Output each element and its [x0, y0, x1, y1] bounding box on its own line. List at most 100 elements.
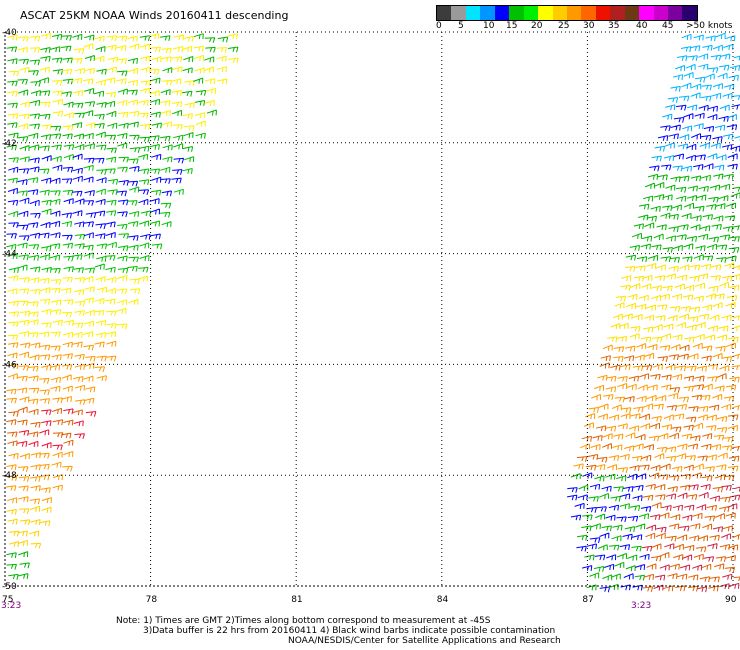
wind-barb [672, 504, 684, 511]
wind-barb [39, 66, 50, 73]
wind-barb [714, 293, 725, 300]
wind-barb [50, 46, 61, 53]
wind-barb [718, 195, 729, 202]
wind-barb [706, 414, 717, 421]
wind-barb [677, 534, 688, 541]
wind-barb [692, 564, 703, 571]
wind-barb [161, 190, 172, 197]
wind-barb [17, 136, 29, 142]
wind-barb [127, 265, 138, 272]
wind-barb [722, 275, 733, 282]
wind-barb [216, 55, 227, 62]
wind-barb [41, 245, 52, 252]
wind-barb [40, 287, 51, 294]
wind-barb [50, 287, 61, 294]
wind-barb [636, 343, 647, 350]
wind-barb [29, 35, 41, 42]
scale-label: 0 [436, 21, 442, 31]
wind-barb [689, 275, 700, 282]
wind-barb [96, 243, 108, 250]
wind-barb [604, 563, 615, 570]
wind-barb [93, 310, 105, 316]
scale-color-1 [451, 6, 466, 20]
wind-barb [721, 356, 732, 363]
wind-barb [139, 35, 151, 42]
wind-barb [700, 174, 711, 181]
wind-barb [660, 212, 671, 219]
wind-barb [591, 394, 601, 401]
wind-barb [41, 497, 52, 504]
wind-barb [663, 414, 674, 421]
wind-barb [683, 375, 695, 382]
wind-barb [138, 189, 150, 196]
wind-barb [610, 323, 621, 330]
wind-barb [623, 486, 634, 493]
wind-barb [710, 142, 721, 149]
wind-barb [632, 314, 643, 321]
wind-barb [39, 474, 50, 481]
scale-label: 25 [558, 21, 570, 31]
wind-barb [194, 54, 205, 61]
wind-barb [713, 434, 725, 441]
wind-barb [72, 58, 83, 64]
wind-barb [160, 100, 171, 107]
wind-barb [63, 266, 74, 273]
wind-barb [194, 112, 205, 119]
wind-barb [17, 264, 28, 271]
wind-barb [18, 485, 29, 492]
wind-barb [8, 530, 20, 537]
wind-barb [624, 526, 636, 532]
pass-time-right: 3:23 [631, 601, 652, 611]
wind-barb [182, 67, 193, 74]
wind-barb [117, 35, 128, 42]
wind-barb [708, 196, 719, 203]
wind-barb [714, 164, 725, 171]
wind-barb [717, 452, 728, 459]
wind-barb [138, 112, 149, 119]
wind-barb [622, 533, 633, 540]
scale-color-17 [682, 6, 697, 20]
wind-barb [656, 304, 668, 311]
wind-barb [140, 80, 152, 87]
wind-barb [660, 256, 672, 263]
wind-barb [28, 132, 39, 139]
wind-barb [17, 530, 28, 537]
wind-barb [617, 383, 628, 390]
wind-barb [30, 542, 42, 549]
wind-barb [96, 144, 107, 151]
wind-barb [116, 78, 127, 85]
wind-barb [160, 35, 171, 42]
wind-barb [618, 322, 629, 329]
wind-barb [613, 486, 624, 492]
wind-barb [204, 37, 216, 43]
wind-barb [681, 165, 692, 172]
wind-barb [661, 384, 672, 391]
wind-barb [655, 264, 666, 271]
wind-barb [8, 210, 19, 218]
wind-barb [681, 33, 692, 41]
wind-barb [160, 178, 171, 184]
wind-barb [610, 364, 621, 371]
wind-barb [725, 384, 737, 391]
wind-barb [19, 562, 30, 569]
wind-barb [648, 254, 659, 261]
wind-barb [719, 234, 731, 241]
wind-barb [95, 198, 106, 205]
wind-barb [171, 78, 182, 85]
wind-barb [83, 43, 94, 50]
wind-barb [50, 376, 61, 383]
wind-barb [602, 433, 613, 440]
wind-barb [683, 243, 694, 250]
wind-barb [85, 355, 96, 362]
wind-barb [39, 145, 50, 152]
wind-barb [700, 134, 712, 141]
wind-barb [641, 454, 652, 461]
wind-barb [63, 299, 74, 306]
wind-barb [645, 304, 657, 311]
wind-barb [29, 113, 41, 120]
wind-barb [107, 189, 118, 196]
wind-barb [690, 92, 701, 99]
wind-barb [29, 498, 40, 505]
wind-barb [151, 153, 162, 160]
wind-barb [586, 507, 597, 513]
